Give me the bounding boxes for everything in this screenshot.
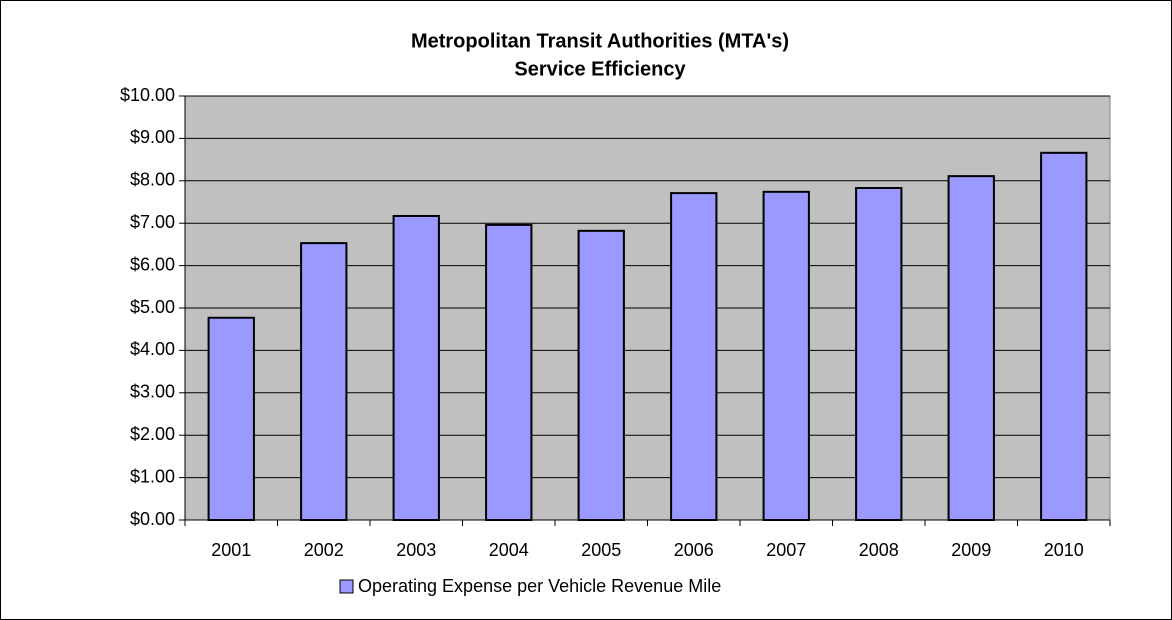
y-tick-label: $3.00 xyxy=(130,382,175,402)
x-tick-label: 2006 xyxy=(674,540,714,560)
bar xyxy=(577,229,625,521)
x-tick-label: 2002 xyxy=(304,540,344,560)
x-tick-label: 2007 xyxy=(766,540,806,560)
y-tick-label: $6.00 xyxy=(130,254,175,274)
y-tick-label: $7.00 xyxy=(130,212,175,232)
bar xyxy=(670,192,718,521)
legend-swatch xyxy=(339,579,354,594)
chart-title: Metropolitan Transit Authorities (MTA's) xyxy=(411,30,789,52)
bar xyxy=(762,190,810,521)
bar xyxy=(300,242,348,522)
bar xyxy=(947,175,995,522)
bar xyxy=(392,214,440,521)
x-tick-label: 2003 xyxy=(396,540,436,560)
y-tick-label: $1.00 xyxy=(130,466,175,486)
y-tick-label: $4.00 xyxy=(130,339,175,359)
y-tick-label: $10.00 xyxy=(120,85,175,105)
bar xyxy=(1040,151,1088,521)
y-tick-label: $8.00 xyxy=(130,170,175,190)
x-tick-label: 2009 xyxy=(951,540,991,560)
y-tick-label: $9.00 xyxy=(130,127,175,147)
bar xyxy=(485,223,533,521)
y-tick-label: $2.00 xyxy=(130,424,175,444)
x-tick-label: 2008 xyxy=(859,540,899,560)
y-tick-label: $5.00 xyxy=(130,297,175,317)
chart-subtitle: Service Efficiency xyxy=(514,58,686,80)
legend-label: Operating Expense per Vehicle Revenue Mi… xyxy=(358,576,721,596)
x-tick-label: 2001 xyxy=(211,540,251,560)
bar xyxy=(855,187,903,521)
bar xyxy=(207,316,255,522)
x-tick-label: 2005 xyxy=(581,540,621,560)
x-tick-label: 2010 xyxy=(1044,540,1084,560)
y-tick-label: $0.00 xyxy=(130,509,175,529)
x-tick-label: 2004 xyxy=(489,540,529,560)
